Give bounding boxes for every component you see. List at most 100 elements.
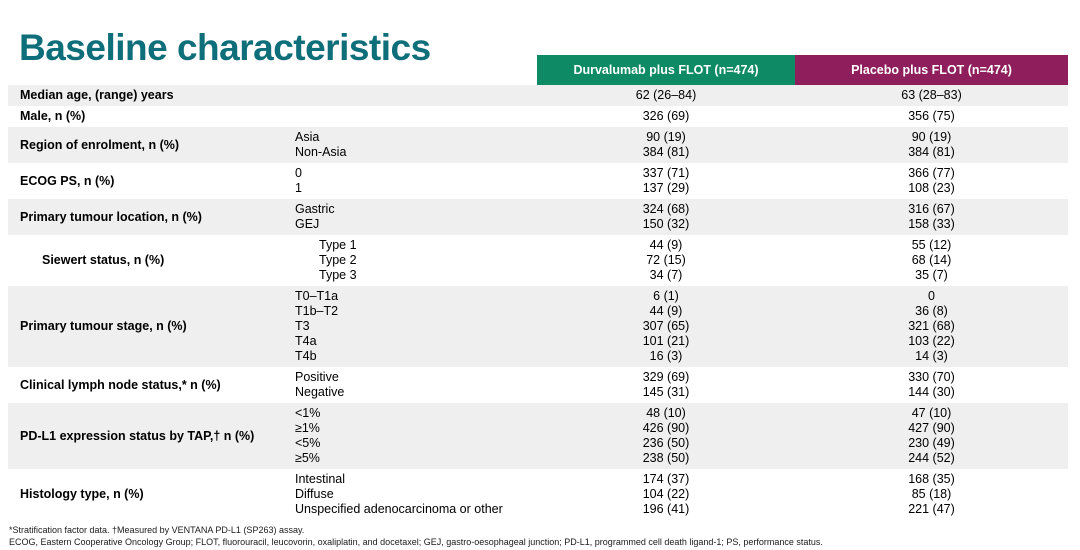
footnotes: *Stratification factor data. †Measured b… — [8, 525, 1068, 548]
placebo-values-line: 168 (35) — [908, 472, 955, 486]
table-row: Male, n (%) 326 (69) 356 (75) — [8, 106, 1068, 127]
durvalumab-values-line: 16 (3) — [649, 349, 683, 363]
placebo-values: 55 (12) 68 (14) 35 (7) — [795, 238, 1068, 283]
durvalumab-values-line: 236 (50) — [642, 436, 690, 450]
durvalumab-values-line: 238 (50) — [642, 451, 690, 465]
durvalumab-values: 44 (9) 72 (15) 34 (7) — [537, 238, 795, 283]
placebo-values-line: 427 (90) — [908, 421, 955, 435]
placebo-values-line: 144 (30) — [908, 385, 955, 399]
table-row: Histology type, n (%) Intestinal Diffuse Un… — [8, 469, 1068, 520]
placebo-values-line: 14 (3) — [915, 349, 948, 363]
row-subcategories-line: Gastric — [295, 202, 335, 216]
table-row: Region of enrolment, n (%) Asia Non-Asia 90… — [8, 127, 1068, 163]
row-subcategories-line: Type 1 — [319, 238, 357, 252]
row-subcategories-line: T4a — [295, 334, 317, 348]
durvalumab-values: 329 (69) 145 (31) — [537, 370, 795, 400]
row-label: Primary tumour stage, n (%) — [20, 319, 187, 333]
placebo-values-line: 384 (81) — [908, 145, 955, 159]
table-header-row: Durvalumab plus FLOT (n=474) Placebo plu… — [8, 55, 1068, 85]
durvalumab-values-line: 145 (31) — [642, 385, 690, 399]
placebo-values-line: 108 (23) — [908, 181, 955, 195]
page-title: Baseline characteristics — [19, 26, 431, 68]
row-subcategories-line: 0 — [295, 166, 302, 180]
row-subcategories-line: Intestinal — [295, 472, 346, 486]
row-label: Primary tumour location, n (%) — [20, 209, 202, 224]
durvalumab-values-line: 101 (21) — [642, 334, 690, 348]
placebo-values: 356 (75) — [795, 109, 1068, 124]
row-subcategories-line: T0–T1a — [295, 289, 339, 303]
durvalumab-values-line: 196 (41) — [642, 502, 690, 516]
placebo-values-line: 221 (47) — [908, 502, 955, 516]
row-label: PD-L1 expression status by TAP,† n (%) — [20, 428, 255, 443]
row-subcategories-line: Positive — [295, 370, 339, 384]
durvalumab-values-line: 44 (9) — [649, 304, 683, 318]
placebo-values-line: 90 (19) — [911, 130, 952, 144]
row-subcategories-line: <5% — [295, 436, 321, 450]
row-subcategories-line: Unspecified adenocarcinoma or other — [295, 502, 503, 516]
placebo-values: 316 (67) 158 (33) — [795, 202, 1068, 232]
table-row: Primary tumour stage, n (%) T0–T1a T1b–T2 T… — [8, 286, 1068, 367]
durvalumab-values-line: 137 (29) — [642, 181, 690, 195]
baseline-characteristics-table: Durvalumab plus FLOT (n=474) Placebo plu… — [8, 55, 1068, 548]
row-subcategories-line: <1% — [295, 406, 321, 420]
footnote-line: ECOG, Eastern Cooperative Oncology Group… — [9, 536, 823, 547]
durvalumab-values: 62 (26–84) — [537, 88, 795, 103]
placebo-values-line: 158 (33) — [908, 217, 955, 231]
durvalumab-values-line: 324 (68) — [642, 202, 690, 216]
row-subcategories: Intestinal Diffuse Unspecified adenocarcin… — [295, 472, 537, 517]
placebo-values: 366 (77) 108 (23) — [795, 166, 1068, 196]
header-spacer — [295, 55, 537, 85]
durvalumab-values-line: 44 (9) — [649, 238, 683, 252]
durvalumab-values: 326 (69) — [537, 109, 795, 124]
placebo-values-line: 230 (49) — [908, 436, 955, 450]
durvalumab-values-line: 90 (19) — [646, 130, 686, 144]
placebo-values: 47 (10) 427 (90) 230 (49) 244 (52) — [795, 406, 1068, 466]
placebo-values-line: 55 (12) — [911, 238, 952, 252]
row-subcategories-line: Non-Asia — [295, 145, 347, 159]
table-row: Primary tumour location, n (%) Gastric GEJ… — [8, 199, 1068, 235]
header-spacer — [8, 55, 295, 85]
durvalumab-values-line: 48 (10) — [646, 406, 686, 420]
durvalumab-values-line: 174 (37) — [642, 472, 690, 486]
row-subcategories-line: Type 3 — [319, 268, 357, 282]
placebo-values-line: 0 — [928, 289, 935, 303]
durvalumab-values-line: 104 (22) — [642, 487, 690, 501]
table-row: PD-L1 expression status by TAP,† n (%) <1… — [8, 403, 1068, 469]
durvalumab-values-line: 72 (15) — [646, 253, 686, 267]
row-subcategories: Type 1 Type 2 Type 3 — [295, 238, 537, 283]
column-header-durvalumab: Durvalumab plus FLOT (n=474) — [537, 55, 795, 85]
durvalumab-values: 324 (68) 150 (32) — [537, 202, 795, 232]
column-header-placebo: Placebo plus FLOT (n=474) — [795, 55, 1068, 85]
placebo-values-line: 35 (7) — [915, 268, 948, 282]
row-subcategories — [295, 109, 537, 124]
placebo-values-line: 68 (14) — [911, 253, 952, 267]
placebo-values-line: 366 (77) — [908, 166, 955, 180]
durvalumab-values: 48 (10) 426 (90) 236 (50) 238 (50) — [537, 406, 795, 466]
durvalumab-values: 90 (19) 384 (81) — [537, 130, 795, 160]
placebo-values: 90 (19) 384 (81) — [795, 130, 1068, 160]
placebo-values-line: 103 (22) — [908, 334, 955, 348]
row-subcategories: <1% ≥1% <5% ≥5% — [295, 406, 537, 466]
durvalumab-values-line: 384 (81) — [642, 145, 690, 159]
row-subcategories-line: ≥5% — [295, 451, 320, 465]
row-subcategories-line: T4b — [295, 349, 317, 363]
row-subcategories-line: Asia — [295, 130, 320, 144]
durvalumab-values-line: 329 (69) — [642, 370, 690, 384]
table-row: Clinical lymph node status,* n (%) Positi… — [8, 367, 1068, 403]
durvalumab-values-line: 337 (71) — [642, 166, 690, 180]
durvalumab-values-line: 150 (32) — [642, 217, 690, 231]
row-subcategories: Positive Negative — [295, 370, 537, 400]
placebo-values: 63 (28–83) — [795, 88, 1068, 103]
placebo-values-line: 321 (68) — [908, 319, 955, 333]
placebo-values: 168 (35) 85 (18) 221 (47) — [795, 472, 1068, 517]
row-subcategories-line: T3 — [295, 319, 310, 333]
row-subcategories-line: Type 2 — [319, 253, 357, 267]
durvalumab-values-line: 426 (90) — [642, 421, 690, 435]
row-subcategories-line: GEJ — [295, 217, 320, 231]
row-subcategories-line: Negative — [295, 385, 345, 399]
placebo-values-line: 316 (67) — [908, 202, 955, 216]
durvalumab-values-line: 326 (69) — [642, 109, 690, 123]
durvalumab-values: 337 (71) 137 (29) — [537, 166, 795, 196]
